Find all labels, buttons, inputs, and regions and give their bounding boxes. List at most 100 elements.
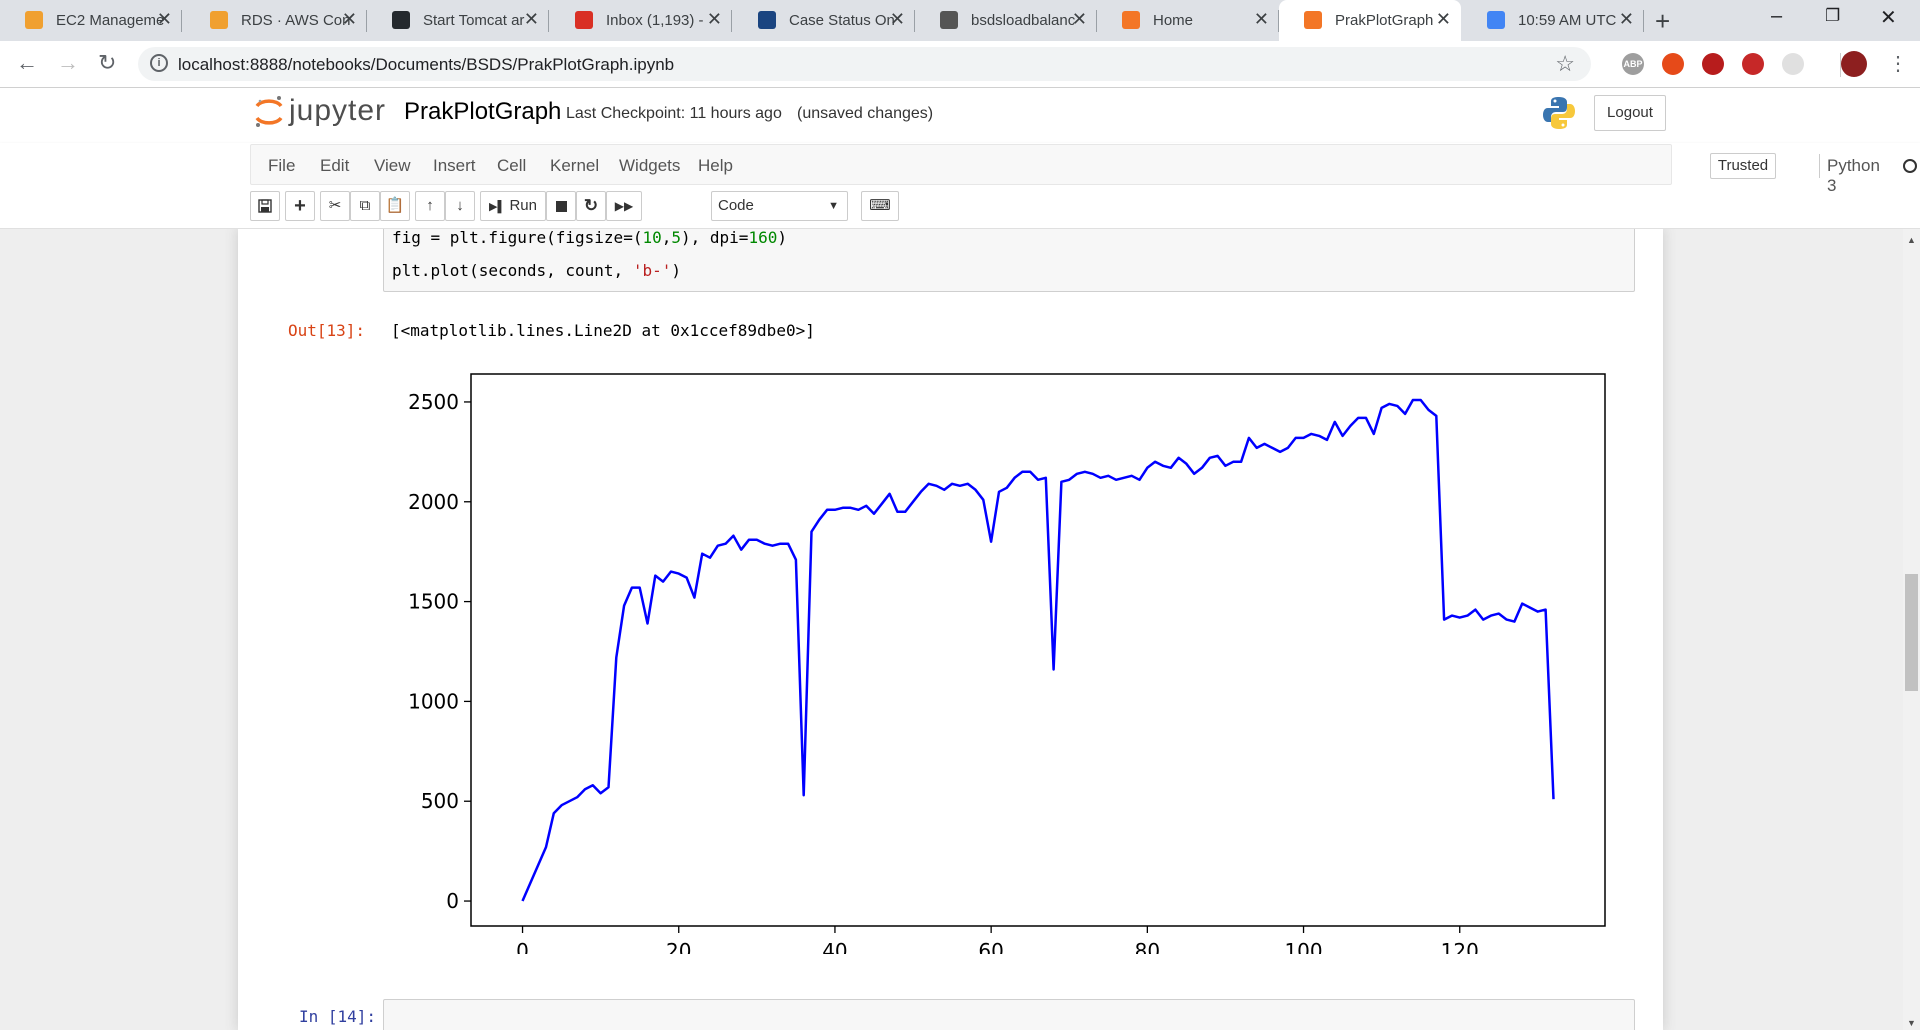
paste-button[interactable]: 📋 bbox=[380, 191, 410, 221]
menu-insert[interactable]: Insert bbox=[433, 156, 476, 175]
tab-close-icon[interactable]: ✕ bbox=[1618, 9, 1634, 29]
cell-type-value: Code bbox=[718, 197, 754, 214]
browser-tab[interactable]: 10:59 AM UTC ✕ bbox=[1462, 0, 1644, 41]
y-tick-label: 1500 bbox=[408, 590, 459, 614]
page-scrollbar[interactable]: ▲ ▼ bbox=[1903, 229, 1920, 1030]
uscis-seal-icon bbox=[758, 11, 776, 29]
google-icon bbox=[1487, 11, 1505, 29]
browser-tab[interactable]: Home ✕ bbox=[1097, 0, 1279, 41]
tab-separator bbox=[914, 10, 915, 32]
fast-forward-icon: ▶▶ bbox=[614, 199, 634, 213]
menu-cell[interactable]: Cell bbox=[497, 156, 527, 175]
insert-cell-button[interactable]: + bbox=[285, 191, 315, 221]
jupyter-logo-icon[interactable] bbox=[253, 94, 285, 130]
browser-tab[interactable]: PrakPlotGraph ✕ bbox=[1279, 0, 1461, 41]
address-bar: ← → ↻ i localhost:8888/notebooks/Documen… bbox=[0, 41, 1920, 88]
kernel-name: Python 3 bbox=[1827, 156, 1880, 195]
code-number: 160 bbox=[748, 229, 778, 247]
code-cell-14-input[interactable] bbox=[383, 999, 1635, 1030]
y-tick-label: 0 bbox=[446, 889, 459, 913]
menu-file[interactable]: File bbox=[268, 156, 296, 175]
site-info-icon[interactable]: i bbox=[150, 54, 168, 72]
tab-close-icon[interactable]: ✕ bbox=[523, 9, 539, 29]
forward-icon[interactable]: → bbox=[57, 50, 79, 75]
y-tick-label: 500 bbox=[421, 789, 459, 813]
code-cell-13-input[interactable]: fig = plt.figure(figsize=(10,5), dpi=160… bbox=[383, 229, 1635, 292]
url-text[interactable]: localhost:8888/notebooks/Documents/BSDS/… bbox=[178, 55, 675, 74]
browser-tab[interactable]: Case Status On ✕ bbox=[733, 0, 915, 41]
copy-button[interactable]: ⧉ bbox=[350, 191, 380, 221]
x-tick-label: 100 bbox=[1284, 939, 1322, 954]
menu-view[interactable]: View bbox=[374, 156, 411, 175]
profile-avatar[interactable] bbox=[1841, 51, 1867, 77]
output-prompt: Out[13]: bbox=[288, 321, 366, 340]
interrupt-button[interactable] bbox=[546, 191, 576, 221]
browser-tab[interactable]: EC2 Manageme ✕ bbox=[0, 0, 182, 41]
shield-extension-icon[interactable] bbox=[1662, 53, 1684, 75]
tab-close-icon[interactable]: ✕ bbox=[1071, 9, 1087, 29]
blank-extension-icon[interactable] bbox=[1782, 53, 1804, 75]
input-prompt-14: In [14]: bbox=[299, 1007, 377, 1026]
menu-kernel[interactable]: Kernel bbox=[550, 156, 600, 175]
reload-icon[interactable]: ↻ bbox=[98, 50, 117, 75]
trusted-indicator[interactable]: Trusted bbox=[1710, 153, 1776, 179]
menu-edit[interactable]: Edit bbox=[320, 156, 350, 175]
move-down-button[interactable]: ↓ bbox=[445, 191, 475, 221]
notebook-name[interactable]: PrakPlotGraph bbox=[404, 98, 562, 125]
menu-help[interactable]: Help bbox=[698, 156, 733, 175]
x-tick-label: 0 bbox=[516, 939, 529, 954]
scroll-down-icon[interactable]: ▼ bbox=[1907, 1018, 1916, 1028]
scroll-up-icon[interactable]: ▲ bbox=[1907, 235, 1916, 245]
logout-button[interactable]: Logout bbox=[1594, 95, 1666, 131]
restore-icon[interactable]: ❐ bbox=[1825, 6, 1841, 25]
new-tab-icon[interactable]: + bbox=[1655, 6, 1671, 36]
tab-separator bbox=[731, 10, 732, 32]
tab-close-icon[interactable]: ✕ bbox=[156, 9, 172, 29]
y-tick-label: 1000 bbox=[408, 689, 459, 713]
run-button[interactable]: ▶▌ Run bbox=[480, 191, 546, 221]
cut-button[interactable]: ✂ bbox=[320, 191, 350, 221]
restart-button[interactable]: ↻ bbox=[576, 191, 606, 221]
browser-tab[interactable]: RDS · AWS Con ✕ bbox=[185, 0, 367, 41]
tab-separator bbox=[1096, 10, 1097, 32]
browser-tab[interactable]: bsdsloadbalanc ✕ bbox=[915, 0, 1097, 41]
copy-icon: ⧉ bbox=[359, 197, 371, 214]
command-palette-button[interactable]: ⌨ bbox=[861, 191, 899, 221]
code-text: ) bbox=[777, 229, 787, 247]
browser-menu-icon[interactable]: ⋮ bbox=[1888, 53, 1908, 75]
back-icon[interactable]: ← bbox=[16, 50, 38, 75]
tab-title: Inbox (1,193) - bbox=[606, 12, 704, 29]
kernel-idle-indicator bbox=[1903, 159, 1917, 173]
y-axis: 0 500 1000 1500 2000 2500 bbox=[408, 390, 471, 913]
tab-close-icon[interactable]: ✕ bbox=[1253, 9, 1269, 29]
browser-tab[interactable]: Inbox (1,193) - ✕ bbox=[550, 0, 732, 41]
jupyter-logo-text[interactable]: jupyter bbox=[289, 94, 387, 127]
minimize-icon[interactable]: – bbox=[1771, 5, 1783, 27]
tab-close-icon[interactable]: ✕ bbox=[706, 9, 722, 29]
menu-widgets[interactable]: Widgets bbox=[619, 156, 681, 175]
step-forward-icon: ▶▌ bbox=[489, 201, 506, 213]
save-button[interactable] bbox=[250, 191, 280, 221]
pocket-extension-icon[interactable] bbox=[1742, 53, 1764, 75]
tab-close-icon[interactable]: ✕ bbox=[889, 9, 905, 29]
tab-title: 10:59 AM UTC bbox=[1518, 12, 1617, 29]
restart-run-all-button[interactable]: ▶▶ bbox=[606, 191, 642, 221]
chevron-down-icon: ▼ bbox=[828, 200, 839, 212]
url-omnibox[interactable]: i localhost:8888/notebooks/Documents/BSD… bbox=[138, 47, 1591, 81]
cell-type-select[interactable]: Code ▼ bbox=[711, 191, 848, 221]
tab-close-icon[interactable]: ✕ bbox=[1435, 9, 1451, 29]
keyboard-icon: ⌨ bbox=[869, 197, 891, 214]
move-up-button[interactable]: ↑ bbox=[415, 191, 445, 221]
github-icon bbox=[392, 11, 410, 29]
aws-box-icon bbox=[210, 11, 228, 29]
pdf-extension-icon[interactable] bbox=[1702, 53, 1724, 75]
browser-tab[interactable]: Start Tomcat ar ✕ bbox=[367, 0, 549, 41]
tab-separator bbox=[548, 10, 549, 32]
save-icon bbox=[258, 199, 272, 213]
window-close-icon[interactable]: ✕ bbox=[1880, 7, 1897, 29]
scrollbar-thumb[interactable] bbox=[1905, 574, 1918, 691]
tab-title: PrakPlotGraph bbox=[1335, 12, 1434, 29]
adblock-plus-icon[interactable]: ABP bbox=[1622, 53, 1644, 75]
bookmark-star-icon[interactable]: ☆ bbox=[1555, 51, 1575, 76]
tab-close-icon[interactable]: ✕ bbox=[341, 9, 357, 29]
